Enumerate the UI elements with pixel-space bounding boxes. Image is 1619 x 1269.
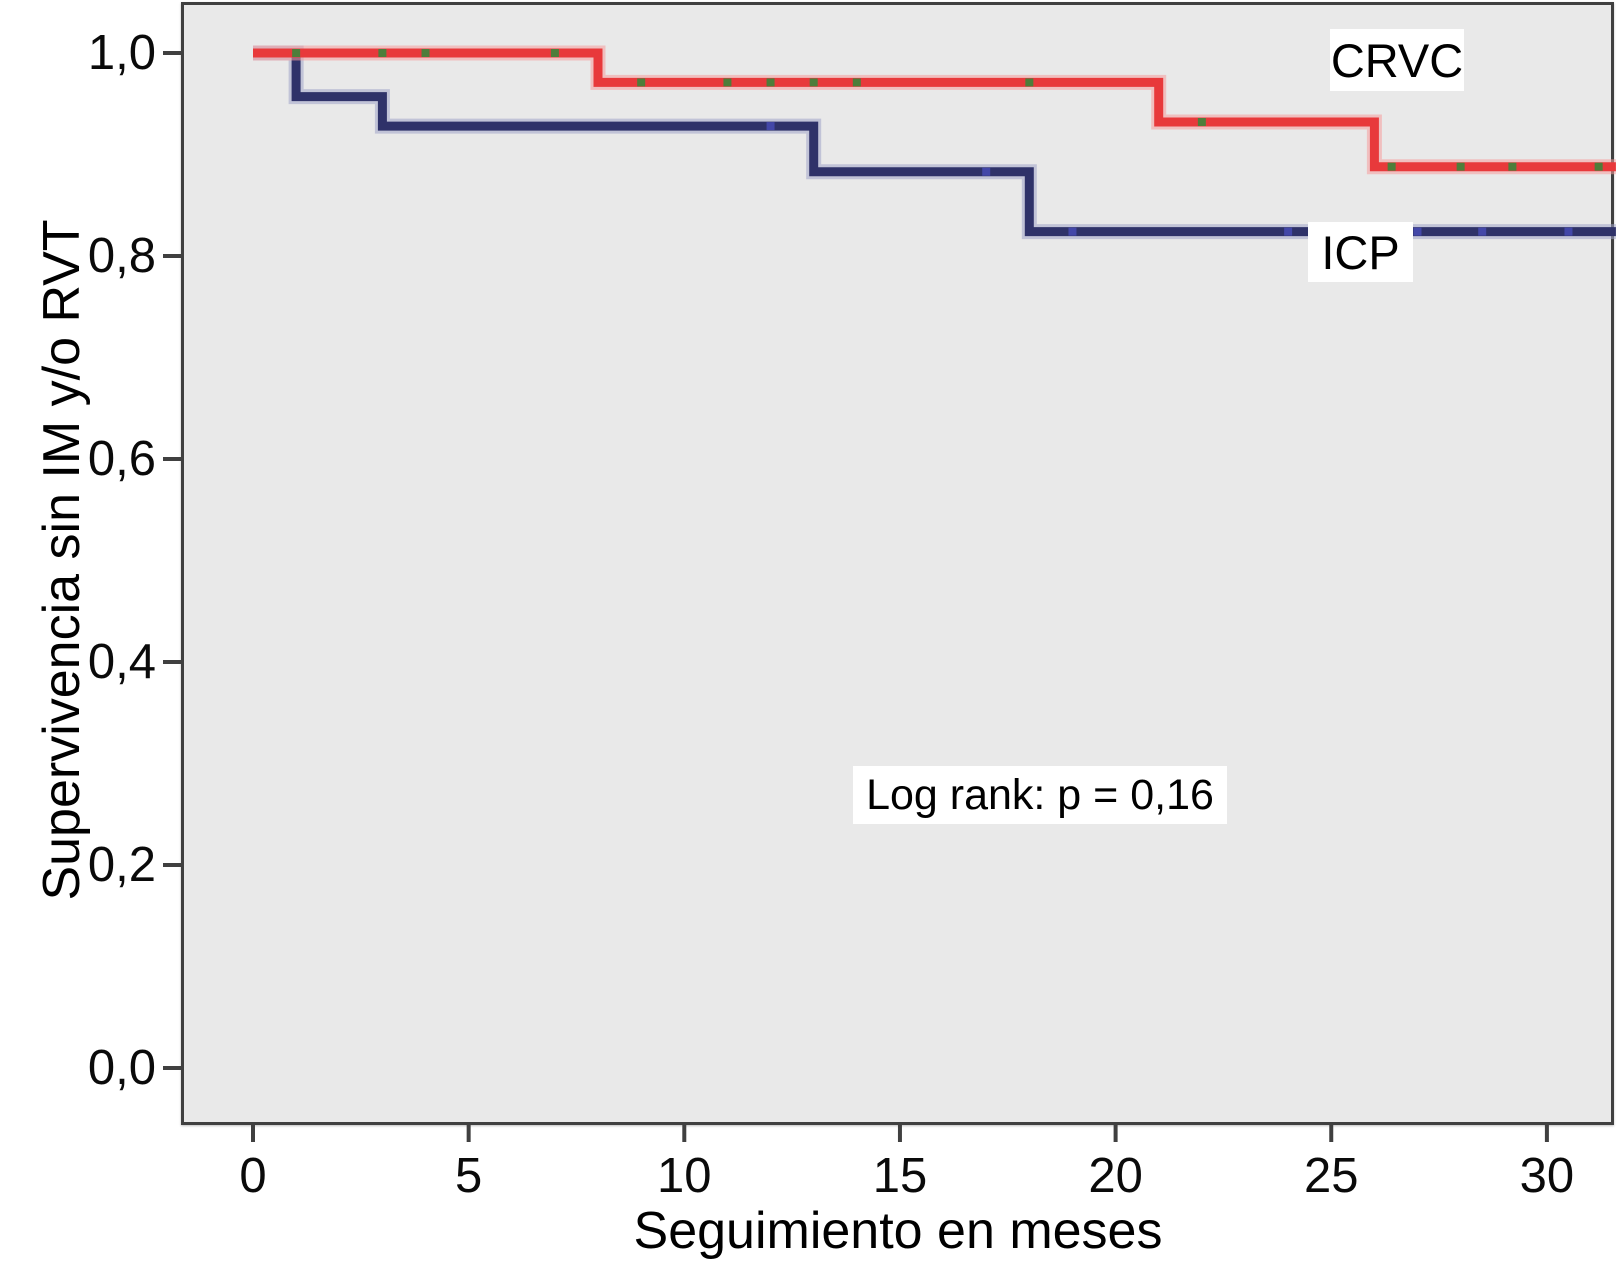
y-tick-label: 0,2 xyxy=(88,838,156,892)
crvc-censor-mark xyxy=(1508,162,1517,171)
crvc-censor-mark xyxy=(378,49,387,57)
crvc-censor-mark xyxy=(637,78,646,87)
y-axis-ticks: 0,0 0,2 0,4 0,6 0,8 1,0 xyxy=(88,26,182,1095)
crvc-censor-mark xyxy=(1456,162,1465,171)
crvc-censor-mark xyxy=(852,78,861,87)
crvc-censor-mark xyxy=(421,49,430,57)
x-tick-label: 20 xyxy=(1088,1149,1143,1203)
crvc-censor-mark xyxy=(1387,162,1396,171)
log-rank-annotation: Log rank: p = 0,16 xyxy=(853,766,1227,824)
icp-curve-line xyxy=(253,48,1616,237)
y-tick-label: 0,6 xyxy=(88,432,156,486)
x-tick-label: 30 xyxy=(1520,1149,1575,1203)
crvc-censor-mark xyxy=(809,78,818,87)
plot-area xyxy=(181,2,1614,1125)
y-tick-label: 0,4 xyxy=(88,635,156,689)
x-axis-ticks: 0 5 10 15 20 25 30 xyxy=(239,1123,1574,1203)
crvc-censor-mark xyxy=(723,78,732,87)
x-tick-label: 25 xyxy=(1304,1149,1359,1203)
icp-censor-mark xyxy=(1413,227,1422,236)
icp-censor-mark xyxy=(1284,227,1293,236)
crvc-censor-mark xyxy=(1594,162,1603,171)
icp-curve xyxy=(253,45,1616,240)
y-tick-label: 0,8 xyxy=(88,229,156,283)
x-axis-title: Seguimiento en meses xyxy=(633,1202,1163,1260)
x-tick-label: 5 xyxy=(455,1149,482,1203)
crvc-censor-mark xyxy=(550,49,559,57)
icp-censor-mark xyxy=(1478,227,1487,236)
y-axis-title: Supervivencia sin IM y/o RVT xyxy=(33,219,91,901)
icp-censor-mark xyxy=(1564,227,1573,236)
y-tick-label: 1,0 xyxy=(88,26,156,80)
crvc-censor-mark xyxy=(766,78,775,87)
crvc-curve-label: CRVC xyxy=(1330,29,1464,91)
x-tick-label: 0 xyxy=(239,1149,266,1203)
icp-censor-mark xyxy=(766,122,775,131)
x-tick-label: 10 xyxy=(657,1149,712,1203)
crvc-censor-mark xyxy=(292,49,301,57)
crvc-curve xyxy=(253,45,1616,175)
y-tick-label: 0,0 xyxy=(88,1041,156,1095)
x-tick-label: 15 xyxy=(873,1149,928,1203)
icp-curve-label: ICP xyxy=(1308,222,1413,282)
crvc-censor-mark xyxy=(1197,118,1206,127)
icp-censor-mark xyxy=(982,167,991,176)
icp-censor-mark xyxy=(1068,227,1077,236)
crvc-censor-mark xyxy=(1025,78,1034,87)
crvc-curve-line xyxy=(253,48,1616,172)
